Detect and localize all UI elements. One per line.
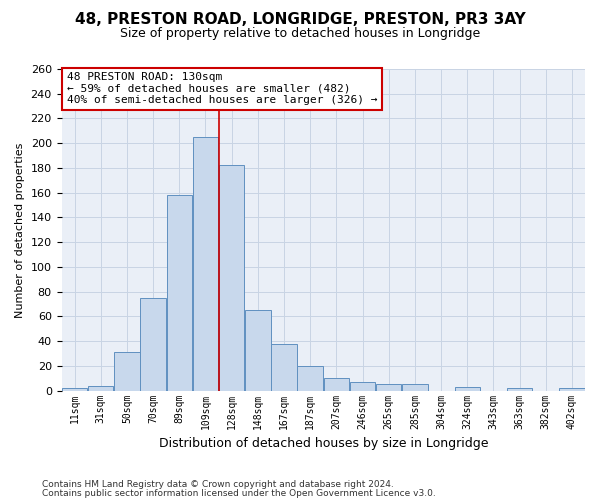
Bar (219, 166, 244, 390)
Text: Contains public sector information licensed under the Open Government Licence v3: Contains public sector information licen… (42, 489, 436, 498)
Bar (323, 378, 349, 390)
Text: 48 PRESTON ROAD: 130sqm
← 59% of detached houses are smaller (482)
40% of semi-d: 48 PRESTON ROAD: 130sqm ← 59% of detache… (67, 72, 377, 106)
Bar (114, 352, 140, 391)
Bar (402, 384, 428, 390)
Y-axis label: Number of detached properties: Number of detached properties (15, 142, 25, 318)
Bar (376, 384, 401, 390)
Bar (88, 386, 113, 390)
Bar (245, 310, 271, 390)
Text: Size of property relative to detached houses in Longridge: Size of property relative to detached ho… (120, 28, 480, 40)
Bar (507, 388, 532, 390)
Text: 48, PRESTON ROAD, LONGRIDGE, PRESTON, PR3 3AY: 48, PRESTON ROAD, LONGRIDGE, PRESTON, PR… (74, 12, 526, 28)
Bar (271, 344, 296, 390)
Bar (350, 382, 375, 390)
Bar (167, 195, 192, 390)
X-axis label: Distribution of detached houses by size in Longridge: Distribution of detached houses by size … (158, 437, 488, 450)
Text: Contains HM Land Registry data © Crown copyright and database right 2024.: Contains HM Land Registry data © Crown c… (42, 480, 394, 489)
Bar (140, 298, 166, 390)
Bar (193, 137, 218, 390)
Bar (455, 387, 480, 390)
Bar (559, 388, 584, 390)
Bar (298, 366, 323, 390)
Bar (62, 388, 88, 390)
